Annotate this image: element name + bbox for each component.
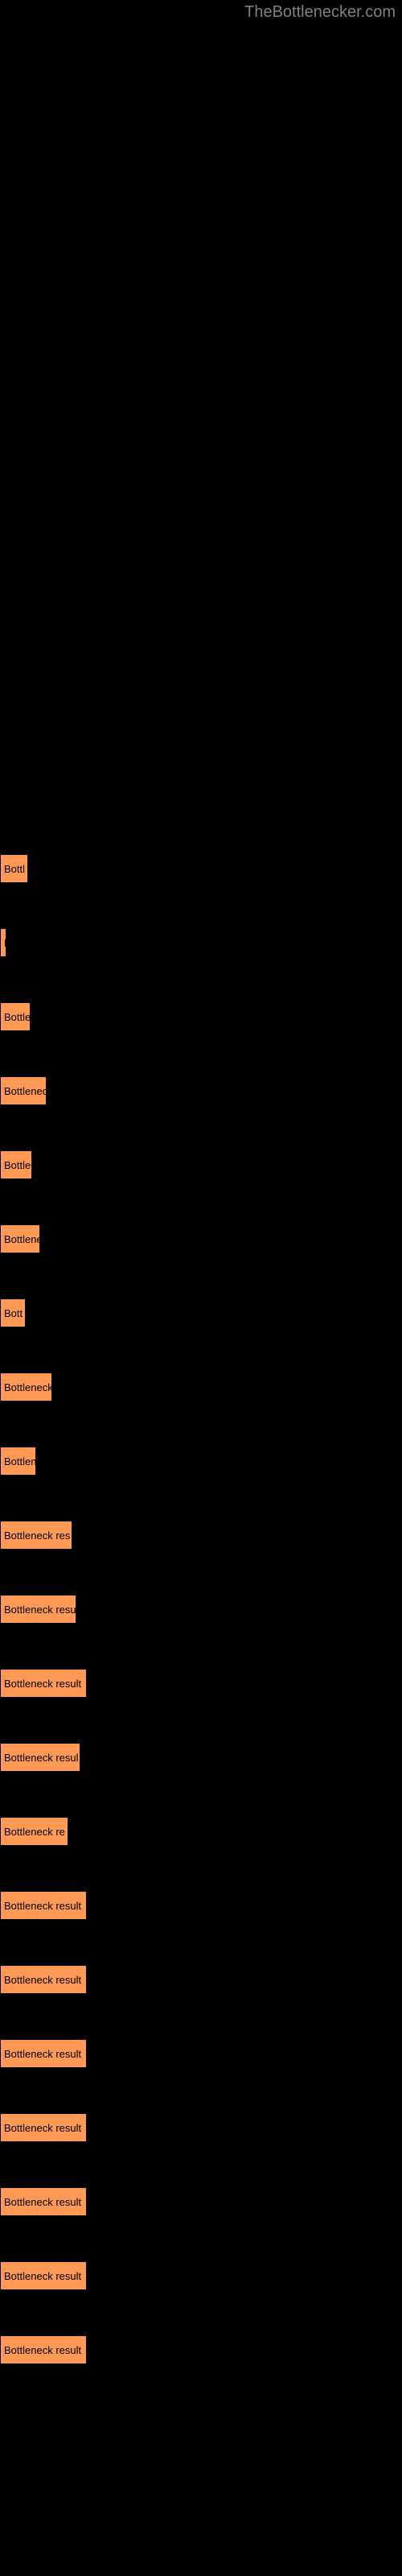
chart-bar: Bottleneck result <box>0 2261 87 2290</box>
bar-row: Bottleneck result <box>0 1669 402 1698</box>
bar-row: Bottleneck result <box>0 2039 402 2068</box>
bar-row: Bottle <box>0 1150 402 1179</box>
bar-row: Bottleneck result <box>0 2261 402 2290</box>
chart-bar: Bott <box>0 1298 26 1327</box>
chart-bar: Bottleneck result <box>0 1891 87 1920</box>
bar-row: Bottleneck result <box>0 2335 402 2364</box>
bar-row: Bottleneck result <box>0 2187 402 2216</box>
chart-bar: Bottleneck result <box>0 1965 87 1994</box>
chart-container: Bottl B Bottle Bottlenec Bottle Bottlene Bott B… <box>0 25 402 2364</box>
bar-row: Bottleneck res <box>0 1521 402 1550</box>
chart-bar: Bottleneck result <box>0 2187 87 2216</box>
chart-bar: Bottleneck resul <box>0 1743 80 1772</box>
bar-row: B <box>0 928 402 957</box>
bar-row: Bottleneck result <box>0 1965 402 1994</box>
chart-bar: Bottle <box>0 1150 32 1179</box>
chart-bar: Bottleneck result <box>0 2335 87 2364</box>
chart-bar: Bottlen <box>0 1447 36 1476</box>
bar-row: Bottleneck re <box>0 1817 402 1846</box>
bar-row: Bott <box>0 1298 402 1327</box>
chart-bar: Bottleneck <box>0 1373 52 1402</box>
bar-row: Bottlen <box>0 1447 402 1476</box>
bar-row: Bottle <box>0 1002 402 1031</box>
bar-row: Bottlenec <box>0 1076 402 1105</box>
chart-bar: Bottleneck result <box>0 1669 87 1698</box>
chart-bar: Bottleneck res <box>0 1521 72 1550</box>
bar-row: Bottleneck result <box>0 1891 402 1920</box>
watermark-text: TheBottlenecker.com <box>0 0 402 25</box>
chart-bar: Bottleneck result <box>0 2113 87 2142</box>
chart-bar: Bottleneck resu <box>0 1595 76 1624</box>
chart-bar: Bottleneck result <box>0 2039 87 2068</box>
chart-bar: Bottlenec <box>0 1076 47 1105</box>
chart-bar: Bottleneck re <box>0 1817 68 1846</box>
bar-row: Bottleneck resu <box>0 1595 402 1624</box>
bar-row: Bottl <box>0 854 402 883</box>
chart-bar: Bottle <box>0 1002 31 1031</box>
bar-row: Bottleneck result <box>0 2113 402 2142</box>
chart-bar: Bottl <box>0 854 28 883</box>
bar-row: Bottleneck <box>0 1373 402 1402</box>
chart-bar: Bottlene <box>0 1224 40 1253</box>
chart-bar: B <box>0 928 6 957</box>
bar-row: Bottleneck resul <box>0 1743 402 1772</box>
bar-row: Bottlene <box>0 1224 402 1253</box>
